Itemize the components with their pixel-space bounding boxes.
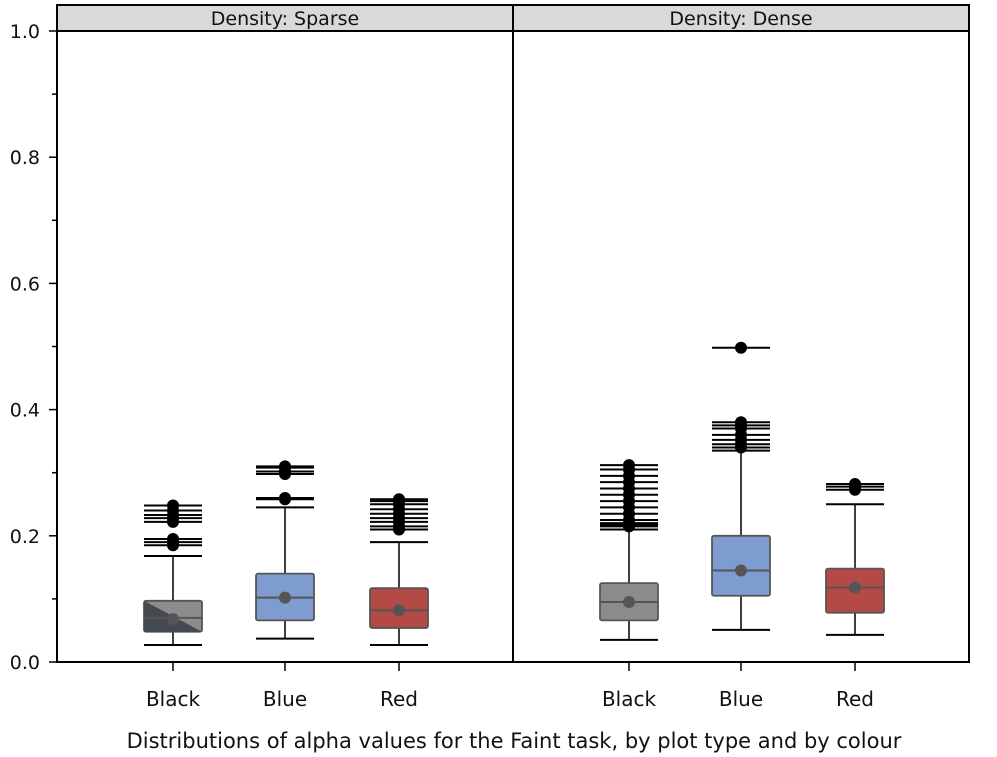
outlier-point bbox=[167, 532, 179, 545]
x-axis: Black Blue Red Black Blue Red bbox=[146, 662, 874, 711]
mean-marker bbox=[735, 564, 747, 577]
mean-marker bbox=[849, 581, 861, 594]
y-axis: 0.0 0.2 0.4 0.6 0.8 1.0 bbox=[10, 21, 57, 674]
outlier-point bbox=[623, 459, 635, 472]
outlier-point bbox=[167, 499, 179, 512]
y-tick-label: 0.2 bbox=[10, 526, 40, 548]
outlier-point bbox=[849, 478, 861, 491]
x-tick-label: Blue bbox=[263, 687, 307, 711]
mean-marker bbox=[393, 604, 405, 617]
strip-label-sparse: Density: Sparse bbox=[211, 8, 359, 30]
mean-marker bbox=[279, 591, 291, 604]
box-marks bbox=[143, 341, 885, 646]
outlier-point bbox=[735, 341, 747, 354]
y-tick-label: 0.4 bbox=[10, 400, 40, 422]
y-tick-label: 1.0 bbox=[10, 21, 40, 43]
outlier-point bbox=[393, 493, 405, 506]
y-tick-label: 0.8 bbox=[10, 147, 40, 169]
y-tick-label: 0.0 bbox=[10, 652, 40, 674]
x-tick-label: Black bbox=[602, 687, 657, 711]
y-tick-label: 0.6 bbox=[10, 273, 40, 295]
chart-caption: Distributions of alpha values for the Fa… bbox=[127, 729, 902, 753]
outlier-point bbox=[735, 416, 747, 429]
mean-marker bbox=[167, 613, 179, 626]
outlier-point bbox=[279, 491, 291, 504]
x-tick-label: Red bbox=[380, 687, 418, 711]
x-tick-label: Blue bbox=[719, 687, 763, 711]
x-tick-label: Red bbox=[836, 687, 874, 711]
outlier-point bbox=[279, 460, 291, 473]
mean-marker bbox=[623, 596, 635, 609]
x-tick-label: Black bbox=[146, 687, 201, 711]
strip-label-dense: Density: Dense bbox=[669, 8, 812, 30]
